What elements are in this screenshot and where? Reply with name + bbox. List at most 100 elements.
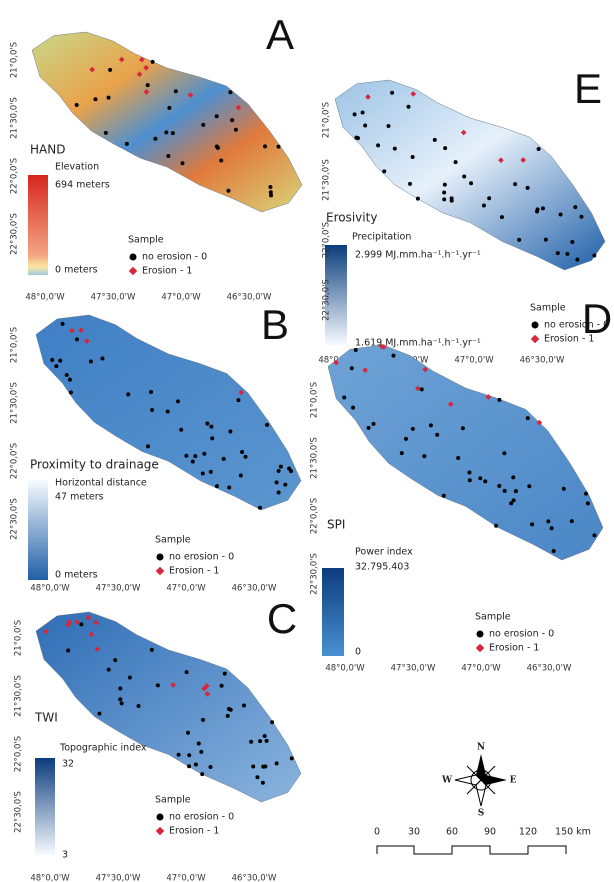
no-erosion-point bbox=[390, 90, 395, 95]
no-erosion-point bbox=[150, 407, 155, 412]
longitude-label: 47°0,0'W bbox=[461, 664, 501, 674]
legend-title: Elevation bbox=[55, 162, 99, 173]
legend-erosion bbox=[530, 334, 540, 344]
erosion-point bbox=[485, 394, 492, 400]
no-erosion-point bbox=[443, 146, 448, 151]
longitude-label: 48°0,0'W bbox=[25, 293, 65, 303]
no-erosion-point bbox=[58, 358, 63, 363]
no-erosion-point bbox=[419, 387, 424, 392]
no-erosion-point bbox=[442, 182, 447, 187]
no-erosion-point bbox=[228, 90, 233, 95]
erosion-point bbox=[136, 71, 143, 78]
panel-letter: D bbox=[582, 295, 612, 342]
no-erosion-point bbox=[196, 741, 201, 746]
erosion-label: Erosion - 1 bbox=[544, 334, 594, 345]
no-erosion-point bbox=[469, 181, 474, 186]
legend-no-erosion bbox=[531, 321, 539, 329]
legend-max: 2.999 MJ.mm.ha⁻¹.h⁻¹.yr⁻¹ bbox=[355, 250, 481, 261]
erosion-label: Erosion - 1 bbox=[489, 643, 539, 654]
erosion-point bbox=[93, 619, 99, 626]
legend-title: Topographic index bbox=[59, 743, 147, 754]
legend-max: 32 bbox=[62, 759, 74, 770]
erosion-point bbox=[520, 157, 527, 163]
no-erosion-point bbox=[579, 214, 584, 219]
no-erosion-label: no erosion - 0 bbox=[489, 629, 554, 640]
no-erosion-point bbox=[199, 749, 204, 754]
layer-title: SPI bbox=[327, 518, 345, 532]
no-erosion-point bbox=[170, 131, 175, 136]
erosion-point bbox=[187, 92, 194, 98]
no-erosion-point bbox=[50, 357, 55, 362]
latitude-label: 21°0,0'S bbox=[322, 102, 332, 138]
no-erosion-point bbox=[263, 144, 268, 149]
no-erosion-point bbox=[561, 486, 566, 491]
no-erosion-point bbox=[251, 764, 256, 769]
no-erosion-point bbox=[453, 160, 458, 165]
no-erosion-point bbox=[274, 761, 279, 766]
panel-letter: B bbox=[261, 301, 289, 348]
no-erosion-point bbox=[186, 730, 191, 735]
erosion-point bbox=[201, 685, 207, 692]
no-erosion-point bbox=[208, 765, 213, 770]
erosion-point bbox=[89, 66, 95, 73]
no-erosion-point bbox=[352, 112, 357, 117]
no-erosion-point bbox=[228, 707, 233, 712]
sample-title: Sample bbox=[475, 612, 511, 623]
no-erosion-point bbox=[276, 490, 281, 495]
no-erosion-point bbox=[513, 489, 518, 494]
no-erosion-point bbox=[67, 377, 72, 382]
no-erosion-point bbox=[200, 471, 205, 476]
no-erosion-point bbox=[180, 161, 185, 166]
no-erosion-point bbox=[210, 436, 215, 441]
no-erosion-point bbox=[525, 185, 530, 190]
no-erosion-point bbox=[585, 501, 590, 506]
scale-label: 60 bbox=[446, 827, 458, 838]
no-erosion-point bbox=[543, 237, 548, 242]
scale-label: 30 bbox=[408, 827, 420, 838]
no-erosion-point bbox=[392, 146, 397, 151]
no-erosion-point bbox=[124, 141, 129, 146]
latitude-label: 22°30,0'S bbox=[322, 279, 332, 321]
no-erosion-point bbox=[462, 174, 467, 179]
basin-map bbox=[35, 611, 302, 803]
scale-label: 150 km bbox=[555, 827, 591, 838]
legend-erosion bbox=[155, 566, 165, 576]
no-erosion-point bbox=[176, 399, 181, 404]
basin-map bbox=[31, 31, 303, 213]
erosion-point bbox=[333, 359, 340, 366]
no-erosion-point bbox=[150, 59, 155, 64]
no-erosion-point bbox=[494, 523, 499, 528]
no-erosion-point bbox=[415, 196, 420, 201]
no-erosion-point bbox=[187, 753, 192, 758]
latitude-label: 21°0,0'S bbox=[10, 327, 20, 363]
erosion-point bbox=[94, 646, 101, 652]
no-erosion-point bbox=[558, 212, 563, 217]
basin-map bbox=[334, 79, 606, 271]
latitude-label: 22°30,0'S bbox=[10, 498, 20, 540]
longitude-label: 46°30,0'W bbox=[527, 664, 572, 674]
latitude-label: 22°0,0'S bbox=[10, 158, 20, 194]
erosion-point bbox=[78, 327, 85, 334]
no-erosion-point bbox=[119, 701, 124, 706]
no-erosion-point bbox=[349, 366, 354, 371]
latitude-label: 21°30,0'S bbox=[10, 97, 20, 139]
no-erosion-point bbox=[155, 683, 160, 688]
longitude-label: 47°0,0'W bbox=[166, 584, 206, 594]
no-erosion-point bbox=[64, 372, 69, 377]
no-erosion-point bbox=[382, 169, 387, 174]
no-erosion-point bbox=[113, 658, 118, 663]
erosion-point bbox=[85, 614, 92, 621]
no-erosion-point bbox=[565, 251, 570, 256]
latitude-label: 22°0,0'S bbox=[14, 736, 24, 772]
latitude-label: 21°30,0'S bbox=[10, 382, 20, 424]
no-erosion-point bbox=[391, 353, 396, 358]
compass-north: N bbox=[477, 743, 485, 753]
no-erosion-point bbox=[184, 670, 189, 675]
no-erosion-point bbox=[366, 425, 371, 430]
no-erosion-point bbox=[478, 476, 483, 481]
legend-ramp bbox=[322, 568, 344, 656]
latitude-label: 21°30,0'S bbox=[322, 159, 332, 201]
no-erosion-point bbox=[410, 426, 415, 431]
longitude-label: 46°30,0'W bbox=[232, 874, 277, 882]
longitude-label: 47°30,0'W bbox=[96, 874, 141, 882]
